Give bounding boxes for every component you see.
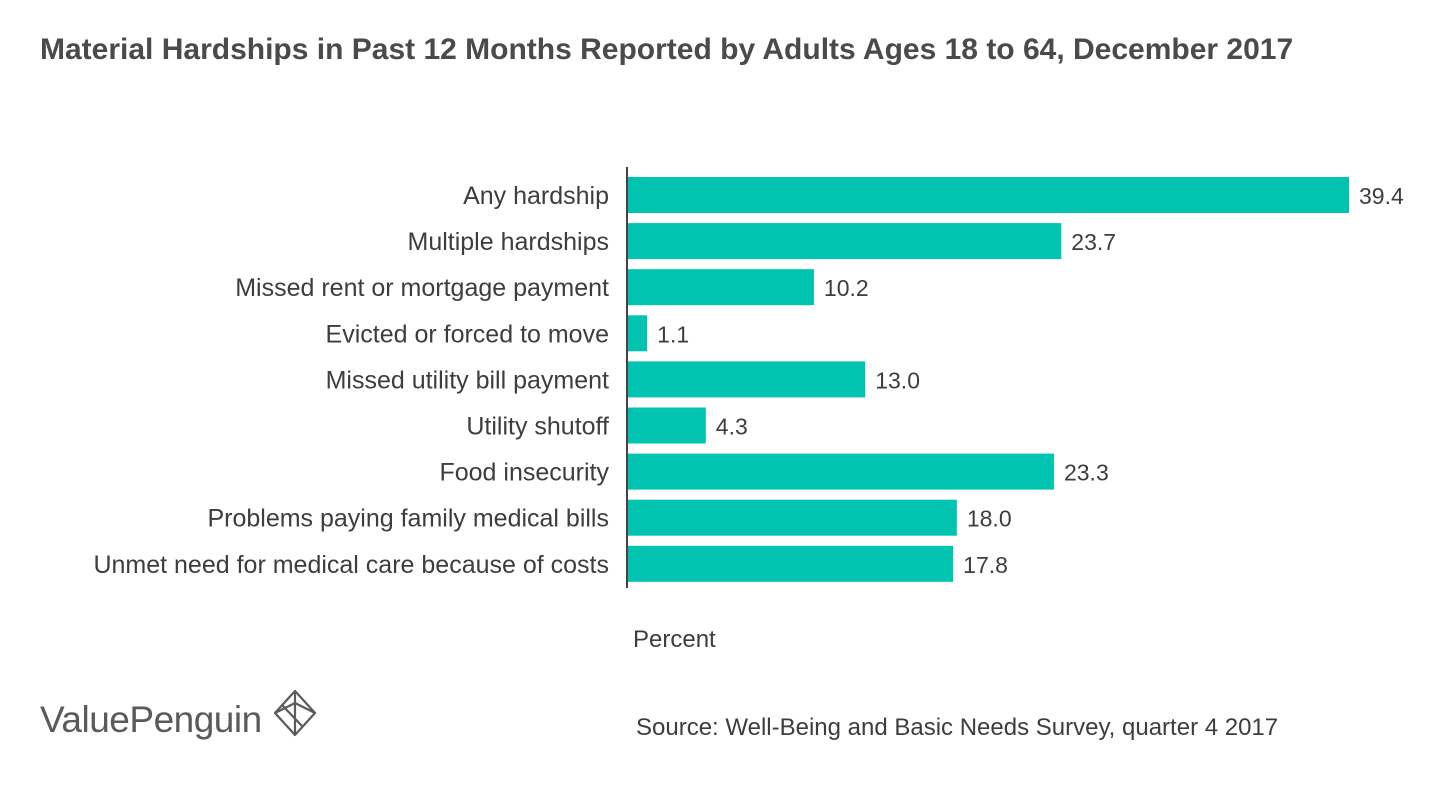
bar-6	[627, 453, 1054, 490]
bar-1	[627, 223, 1062, 260]
category-label-8: Unmet need for medical care because of c…	[93, 551, 609, 579]
value-label-3: 1.1	[657, 321, 689, 347]
category-label-5: Utility shutoff	[466, 413, 609, 441]
brand-logo: ValuePenguin	[40, 688, 320, 750]
chart-title: Material Hardships in Past 12 Months Rep…	[40, 33, 1294, 66]
category-label-6: Food insecurity	[439, 459, 609, 487]
value-label-4: 13.0	[875, 367, 920, 393]
value-label-2: 10.2	[824, 275, 869, 301]
category-label-1: Multiple hardships	[408, 228, 610, 256]
category-labels: Any hardship Multiple hardships Missed ren…	[93, 182, 609, 579]
category-label-3: Evicted or forced to move	[326, 320, 609, 348]
category-label-0: Any hardship	[463, 182, 609, 210]
brand-name: ValuePenguin	[40, 699, 262, 740]
bar-8	[627, 545, 954, 582]
penguin-diamond-icon	[270, 688, 320, 743]
value-label-6: 23.3	[1064, 460, 1109, 486]
bar-0	[627, 177, 1349, 213]
bar-4	[627, 361, 866, 398]
value-label-5: 4.3	[716, 414, 748, 440]
category-label-4: Missed utility bill payment	[326, 366, 609, 394]
value-labels: 39.4 23.7 10.2 1.1 13.0 4.3 23.3 18.0 17.8	[657, 183, 1404, 578]
bars-group	[627, 177, 1349, 582]
value-label-7: 18.0	[967, 506, 1012, 532]
value-label-8: 17.8	[963, 552, 1008, 578]
bar-2	[627, 269, 814, 306]
value-label-1: 23.7	[1071, 229, 1116, 255]
x-axis-label: Percent	[633, 626, 716, 653]
bar-5	[627, 407, 706, 444]
source-note: Source: Well-Being and Basic Needs Surve…	[636, 714, 1279, 741]
bar-7	[627, 499, 957, 536]
category-label-2: Missed rent or mortgage payment	[235, 274, 609, 302]
bar-3	[627, 315, 648, 352]
category-label-7: Problems paying family medical bills	[207, 505, 609, 533]
value-label-0: 39.4	[1359, 183, 1404, 209]
